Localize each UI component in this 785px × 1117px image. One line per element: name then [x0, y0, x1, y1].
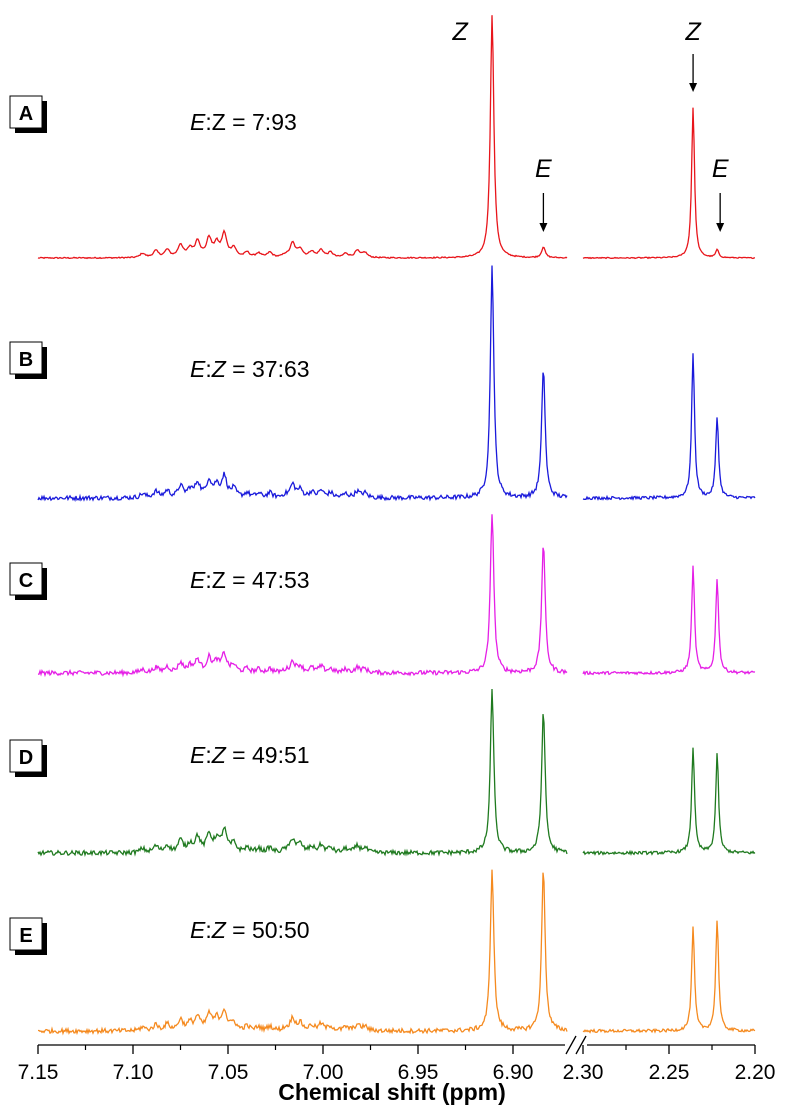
spectrum-e-aromatic-trace: [38, 869, 568, 1036]
x-tick-label: 2.20: [735, 1061, 776, 1084]
panel-label-c: C: [19, 570, 33, 592]
x-tick-label: 6.90: [493, 1061, 534, 1084]
spectrum-d-methyl-trace: [582, 747, 756, 856]
peak-annotations: Z E Z E: [451, 18, 729, 232]
spectrum-e: E E:Z = 50:50: [9, 869, 756, 1036]
spectrum-a-methyl-trace: [582, 107, 755, 260]
panel-label-box: [9, 739, 43, 773]
spectrum-b-methyl-trace: [582, 353, 756, 501]
x-tick-label: 7.10: [113, 1061, 154, 1084]
panel-label-d: D: [19, 747, 33, 769]
spectrum-a: A E:Z = 7:93: [9, 15, 755, 260]
spectrum-e-methyl-trace: [582, 920, 756, 1034]
axis-break-mark: [575, 1035, 587, 1055]
panel-label-a: A: [19, 103, 33, 125]
spectrum-b: B E:Z = 37:63: [9, 265, 756, 502]
spectrum-c-aromatic-trace: [37, 514, 568, 678]
x-tick-label: 7.00: [303, 1061, 344, 1084]
x-axis-title: Chemical shift (ppm): [278, 1079, 505, 1105]
z-peak-label-aromatic: Z: [451, 18, 468, 46]
spectrum-c: C E:Z = 47:53: [9, 514, 756, 678]
ratio-label-d: E:Z = 49:51: [190, 742, 310, 768]
ratio-label-a: E:Z = 7:93: [190, 109, 297, 135]
x-tick-label: 2.30: [563, 1061, 604, 1084]
z-peak-label-methyl: Z: [684, 18, 701, 46]
ratio-label-b: E:Z = 37:63: [190, 356, 310, 382]
z-peak-arrow-methyl-head: [689, 83, 698, 92]
spectra-layer: A E:Z = 7:93 B E:Z = 37:63 C E:Z = 47:53 D E:Z …: [9, 15, 756, 1036]
e-peak-label-aromatic: E: [535, 155, 552, 183]
x-tick-label: 7.05: [208, 1061, 249, 1084]
spectrum-d-aromatic-trace: [37, 688, 568, 858]
e-peak-label-methyl: E: [712, 155, 729, 183]
panel-label-b: B: [19, 349, 33, 371]
x-axis: 7.15 7.10 7.05 7.00 6.95 6.90 2.30 2.25 2.20: [18, 1035, 776, 1084]
panel-label-box: [9, 562, 43, 596]
panel-label-box: [9, 917, 43, 951]
e-peak-arrow-methyl-head: [716, 223, 725, 232]
spectrum-b-aromatic-trace: [37, 265, 568, 502]
x-tick-label: 6.95: [398, 1061, 439, 1084]
x-tick-label: 2.25: [649, 1061, 690, 1084]
spectrum-c-methyl-trace: [582, 565, 756, 676]
panel-label-box: [9, 95, 43, 129]
e-peak-arrow-aromatic-head: [539, 223, 548, 232]
spectrum-a-aromatic-trace: [37, 15, 568, 260]
ratio-label-c: E:Z = 47:53: [190, 567, 310, 593]
x-tick-label: 7.15: [18, 1061, 59, 1084]
spectrum-d: D E:Z = 49:51: [9, 688, 756, 858]
axis-break-mark: [565, 1035, 577, 1055]
ratio-label-e: E:Z = 50:50: [190, 917, 310, 943]
panel-label-box: [9, 341, 43, 375]
panel-label-e: E: [19, 925, 32, 947]
